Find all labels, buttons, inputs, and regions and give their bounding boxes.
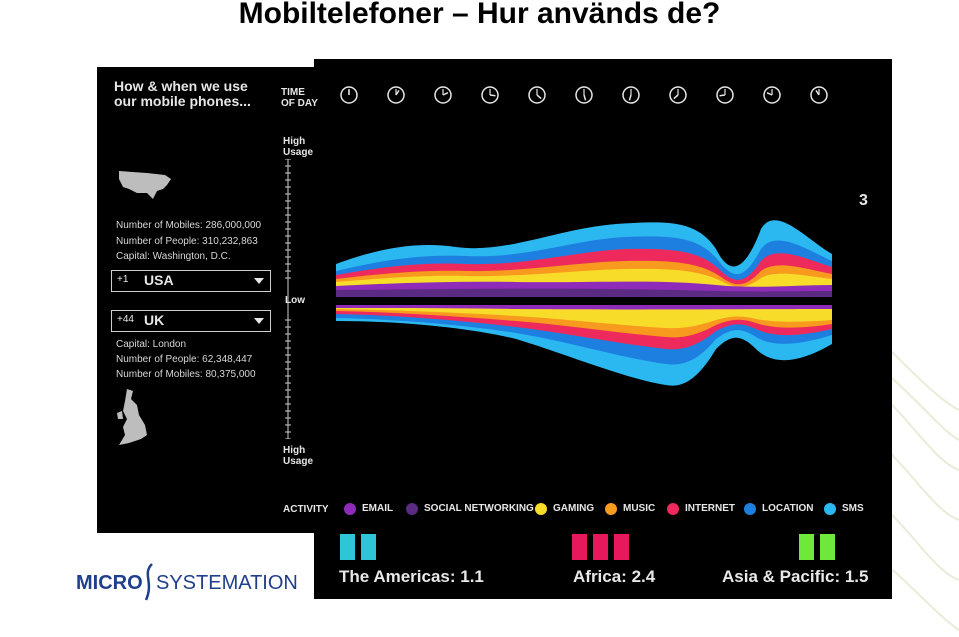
side-glyph: 3 bbox=[859, 192, 868, 209]
country-select-usa[interactable]: +1 USA bbox=[111, 270, 271, 292]
clock-row bbox=[340, 86, 828, 104]
clock-icon bbox=[340, 86, 358, 104]
clock-icon bbox=[528, 86, 546, 104]
africa-bar bbox=[593, 534, 608, 560]
layer-email-bottom bbox=[336, 305, 832, 310]
region-africa: Africa: 2.4 bbox=[573, 567, 656, 586]
usa-map-icon bbox=[119, 171, 171, 199]
asia-bar bbox=[799, 534, 814, 560]
logo-systemation-text: SYSTEMATION bbox=[156, 572, 298, 594]
uk-country: UK bbox=[144, 312, 165, 328]
usa-code: +1 bbox=[117, 274, 129, 285]
low-usage-label: Low bbox=[285, 295, 305, 306]
left-info-panel: How & when we use our mobile phones... N… bbox=[97, 67, 319, 533]
legend-label: SOCIAL NETWORKING bbox=[424, 503, 534, 514]
clock-icon bbox=[810, 86, 828, 104]
usage-visualization: TIME OF DAY High Usage Low High Usage AC… bbox=[281, 59, 892, 599]
panel-heading: How & when we use our mobile phones... bbox=[114, 79, 274, 109]
layer-gaming-bottom bbox=[336, 305, 832, 329]
usa-mobiles: Number of Mobiles: 286,000,000 bbox=[116, 220, 262, 231]
legend-swatch bbox=[667, 503, 679, 515]
clock-icon bbox=[387, 86, 405, 104]
legend-label: SMS bbox=[842, 503, 864, 514]
uk-code: +44 bbox=[117, 314, 134, 325]
legend-swatch bbox=[535, 503, 547, 515]
region-americas: The Americas: 1.1 bbox=[339, 567, 484, 586]
country-select-uk[interactable]: +44 UK bbox=[111, 310, 271, 332]
asia-bar bbox=[820, 534, 835, 560]
clock-icon bbox=[575, 86, 593, 104]
legend-swatch bbox=[744, 503, 756, 515]
usage-scale-axis bbox=[285, 159, 291, 439]
legend-swatch bbox=[824, 503, 836, 515]
high-usage-top-label: High Usage bbox=[283, 136, 314, 158]
legend-swatch bbox=[605, 503, 617, 515]
legend-label: MUSIC bbox=[623, 503, 656, 514]
clock-icon bbox=[716, 86, 734, 104]
legend-swatch bbox=[344, 503, 356, 515]
region-asia-pacific: Asia & Pacific: 1.5 bbox=[722, 567, 869, 586]
africa-bar bbox=[572, 534, 587, 560]
streamgraph bbox=[336, 220, 832, 386]
americas-bar bbox=[340, 534, 355, 560]
usa-capital: Capital: Washington, D.C. bbox=[116, 251, 231, 262]
chevron-down-icon bbox=[254, 278, 264, 284]
heading-line-1: How & when we use bbox=[114, 78, 248, 94]
chevron-down-icon bbox=[254, 318, 264, 324]
uk-mobiles: Number of Mobiles: 80,375,000 bbox=[116, 369, 256, 380]
clock-icon bbox=[481, 86, 499, 104]
legend-label: INTERNET bbox=[685, 503, 735, 514]
clock-icon bbox=[434, 86, 452, 104]
legend-swatch bbox=[406, 503, 418, 515]
clock-icon bbox=[669, 86, 687, 104]
logo-micro-text: MICRO bbox=[76, 572, 143, 594]
uk-capital: Capital: London bbox=[116, 339, 187, 350]
slide-title: Mobiltelefoner – Hur används de? bbox=[238, 0, 721, 30]
uk-map-icon bbox=[117, 389, 147, 445]
center-gap bbox=[336, 297, 832, 302]
high-usage-bottom-label: High Usage bbox=[283, 445, 314, 467]
americas-bar bbox=[361, 534, 376, 560]
logo-swoosh-icon bbox=[144, 563, 153, 601]
activity-label: ACTIVITY bbox=[283, 504, 329, 515]
heading-line-2: our mobile phones... bbox=[114, 93, 251, 109]
clock-icon bbox=[763, 86, 781, 104]
time-of-day-label: TIME OF DAY bbox=[281, 87, 318, 109]
uk-people: Number of People: 62,348,447 bbox=[116, 354, 253, 365]
legend-label: EMAIL bbox=[362, 503, 394, 514]
legend-label: LOCATION bbox=[762, 503, 814, 514]
clock-icon bbox=[622, 86, 640, 104]
legend-label: GAMING bbox=[553, 503, 595, 514]
micro-systemation-logo: MICRO SYSTEMATION bbox=[76, 562, 298, 602]
africa-bar bbox=[614, 534, 629, 560]
usa-country: USA bbox=[144, 272, 174, 288]
usa-people: Number of People: 310,232,863 bbox=[116, 236, 258, 247]
